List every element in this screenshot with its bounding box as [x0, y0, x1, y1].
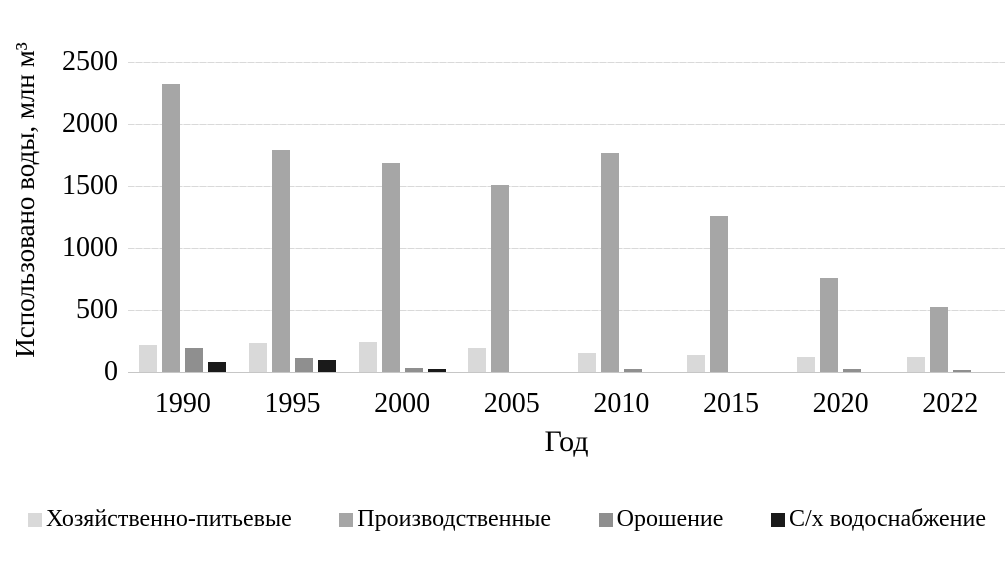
- bar: [797, 357, 816, 372]
- x-tick-label: 1990: [154, 388, 211, 419]
- bar: [294, 357, 313, 372]
- gridline: [128, 61, 1005, 63]
- y-tick-label: 2000: [62, 108, 118, 139]
- bar: [317, 360, 336, 372]
- bar: [162, 84, 181, 372]
- y-tick-label: 0: [104, 356, 118, 387]
- x-tick-label: 2022: [922, 388, 979, 419]
- bar-group-2015: [687, 216, 774, 372]
- gridline: [128, 247, 1005, 249]
- bar-group-2022: [906, 306, 994, 372]
- y-tick-label: 2500: [62, 46, 118, 77]
- bar-group-2010: [577, 152, 665, 372]
- bar: [929, 306, 948, 372]
- plot-area: [128, 61, 1005, 373]
- bar: [710, 216, 729, 372]
- gridline: [128, 309, 1005, 311]
- bar: [248, 343, 267, 372]
- legend-item: Хозяйственно-питьевые: [28, 506, 292, 533]
- bar: [600, 152, 619, 372]
- bar-group-2005: [468, 185, 555, 372]
- x-axis-title: Год: [544, 425, 589, 458]
- legend-label: Хозяйственно-питьевые: [46, 506, 292, 532]
- bar: [843, 368, 862, 372]
- bar: [404, 368, 423, 372]
- bar: [687, 355, 706, 372]
- legend-swatch-icon: [28, 512, 42, 527]
- x-tick-label: 1995: [264, 388, 321, 419]
- bar: [139, 345, 158, 372]
- bar-group-2000: [358, 163, 446, 372]
- legend-swatch-icon: [770, 512, 785, 527]
- legend-swatch-icon: [339, 512, 354, 527]
- bar: [185, 347, 204, 372]
- bar: [381, 163, 400, 372]
- y-tick-label: 500: [76, 294, 118, 325]
- x-tick-label: 2020: [812, 388, 869, 419]
- bar-group-1995: [248, 150, 336, 372]
- bar: [271, 150, 290, 372]
- legend-item: Орошение: [598, 506, 724, 533]
- bar: [358, 341, 377, 372]
- bar: [906, 357, 925, 372]
- bar: [952, 369, 971, 372]
- bar-group-2020: [797, 277, 884, 372]
- bar-group-1990: [139, 84, 227, 372]
- legend-item: Производственные: [339, 506, 551, 533]
- bar: [468, 347, 487, 372]
- gridline: [128, 123, 1005, 125]
- legend-item: С/х водоснабжение: [770, 506, 986, 533]
- gridline: [128, 371, 1005, 373]
- bar: [820, 277, 839, 372]
- legend-swatch-icon: [598, 512, 613, 527]
- bar: [208, 362, 227, 372]
- legend-label: Производственные: [357, 506, 552, 532]
- x-tick-label: 2015: [702, 388, 759, 419]
- legend-label: Орошение: [616, 506, 724, 532]
- bar: [623, 368, 642, 372]
- x-tick-label: 2010: [593, 388, 650, 419]
- x-tick-label: 2005: [483, 388, 540, 419]
- y-tick-label: 1500: [62, 170, 118, 201]
- bar: [491, 185, 510, 372]
- legend: Хозяйственно-питьевые Производственные Оро…: [28, 506, 986, 533]
- bar: [577, 353, 596, 372]
- legend-label: С/х водоснабжение: [788, 506, 986, 532]
- gridline: [128, 185, 1005, 187]
- bar: [427, 368, 446, 372]
- y-tick-label: 1000: [62, 232, 118, 263]
- x-tick-label: 2000: [374, 388, 431, 419]
